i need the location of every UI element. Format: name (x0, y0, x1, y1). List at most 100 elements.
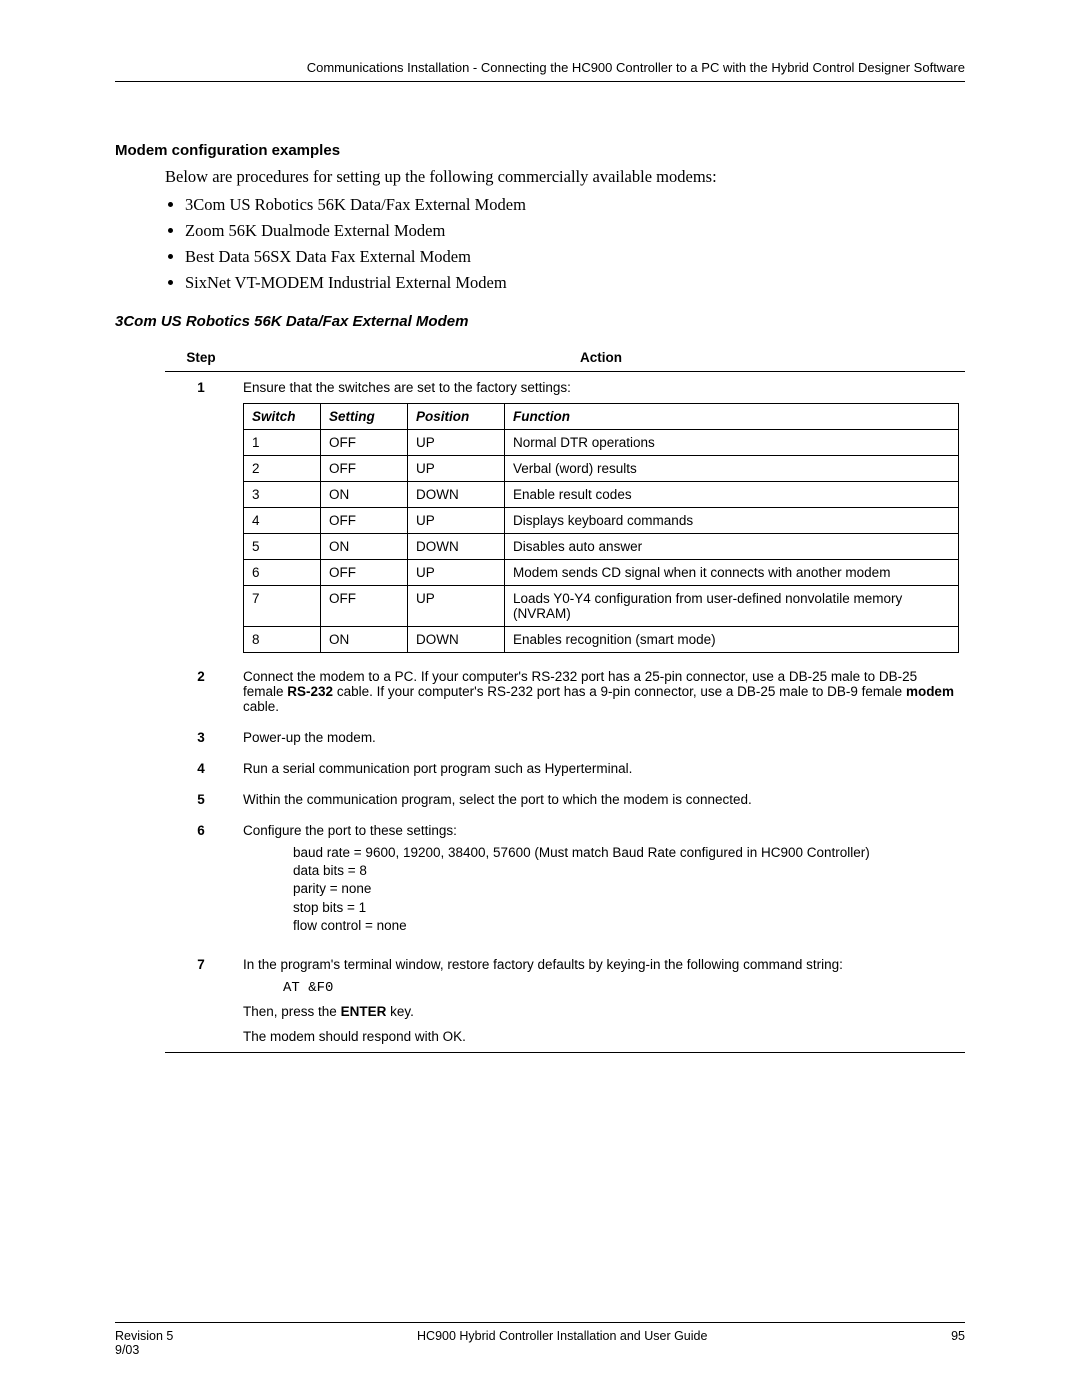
switch-cell: Enables recognition (smart mode) (505, 627, 959, 653)
step-text: In the program's terminal window, restor… (243, 957, 959, 972)
switch-cell: Modem sends CD signal when it connects w… (505, 560, 959, 586)
switch-row: 4OFFUPDisplays keyboard commands (244, 508, 959, 534)
date-text: 9/03 (115, 1343, 173, 1357)
col-step: Step (165, 344, 237, 372)
switch-cell: ON (321, 534, 408, 560)
list-item: Best Data 56SX Data Fax External Modem (185, 247, 965, 267)
switch-row: 7OFFUPLoads Y0-Y4 configuration from use… (244, 586, 959, 627)
list-item: 3Com US Robotics 56K Data/Fax External M… (185, 195, 965, 215)
step-text: Then, press the ENTER key. (243, 1004, 959, 1019)
step-action: Within the communication program, select… (237, 784, 965, 815)
section-heading: Modem configuration examples (115, 142, 965, 159)
page-footer: Revision 5 9/03 HC900 Hybrid Controller … (115, 1322, 965, 1357)
switch-cell: Enable result codes (505, 482, 959, 508)
setting-line: flow control = none (293, 917, 959, 935)
text-bold: RS-232 (287, 684, 333, 699)
switch-col-position: Position (408, 404, 505, 430)
switch-cell: OFF (321, 430, 408, 456)
command-text: AT &F0 (283, 972, 959, 1004)
list-item: SixNet VT-MODEM Industrial External Mode… (185, 273, 965, 293)
switch-cell: Verbal (word) results (505, 456, 959, 482)
text-span: cable. If your computer's RS-232 port ha… (333, 684, 906, 699)
step-action: Configure the port to these settings: ba… (237, 815, 965, 949)
switch-cell: OFF (321, 508, 408, 534)
table-header-row: Step Action (165, 344, 965, 372)
switch-cell: DOWN (408, 534, 505, 560)
step-number: 1 (165, 372, 237, 662)
step-number: 5 (165, 784, 237, 815)
switch-row: 6OFFUPModem sends CD signal when it conn… (244, 560, 959, 586)
switch-cell: UP (408, 456, 505, 482)
switch-col-function: Function (505, 404, 959, 430)
switch-cell: 1 (244, 430, 321, 456)
switch-cell: Displays keyboard commands (505, 508, 959, 534)
switch-row: 2OFFUPVerbal (word) results (244, 456, 959, 482)
switch-cell: 7 (244, 586, 321, 627)
table-row: 6 Configure the port to these settings: … (165, 815, 965, 949)
switch-cell: Loads Y0-Y4 configuration from user-defi… (505, 586, 959, 627)
intro-text: Below are procedures for setting up the … (165, 167, 965, 187)
list-item: Zoom 56K Dualmode External Modem (185, 221, 965, 241)
col-action: Action (237, 344, 965, 372)
step-number: 4 (165, 753, 237, 784)
switch-col-setting: Setting (321, 404, 408, 430)
switch-cell: OFF (321, 586, 408, 627)
table-row: 1 Ensure that the switches are set to th… (165, 372, 965, 662)
switch-cell: UP (408, 560, 505, 586)
switch-cell: 4 (244, 508, 321, 534)
modem-list: 3Com US Robotics 56K Data/Fax External M… (165, 195, 965, 293)
step-number: 2 (165, 661, 237, 722)
page-header: Communications Installation - Connecting… (115, 60, 965, 82)
switch-row: 5ONDOWNDisables auto answer (244, 534, 959, 560)
text-span: Then, press the (243, 1004, 341, 1019)
setting-line: stop bits = 1 (293, 899, 959, 917)
footer-title: HC900 Hybrid Controller Installation and… (417, 1329, 707, 1357)
text-span: cable. (243, 699, 279, 714)
revision-text: Revision 5 (115, 1329, 173, 1343)
setting-line: parity = none (293, 880, 959, 898)
switch-cell: 8 (244, 627, 321, 653)
table-row: 4 Run a serial communication port progra… (165, 753, 965, 784)
step-action: Run a serial communication port program … (237, 753, 965, 784)
table-row: 3 Power-up the modem. (165, 722, 965, 753)
step-number: 6 (165, 815, 237, 949)
text-bold: ENTER (341, 1004, 387, 1019)
step-text: Ensure that the switches are set to the … (243, 380, 571, 395)
switch-cell: UP (408, 586, 505, 627)
step-action: In the program's terminal window, restor… (237, 949, 965, 1053)
sub-heading: 3Com US Robotics 56K Data/Fax External M… (115, 313, 965, 330)
setting-line: data bits = 8 (293, 862, 959, 880)
switch-cell: 5 (244, 534, 321, 560)
switch-cell: ON (321, 627, 408, 653)
switch-row: 8ONDOWNEnables recognition (smart mode) (244, 627, 959, 653)
step-text: Configure the port to these settings: (243, 823, 457, 838)
switch-cell: OFF (321, 456, 408, 482)
switch-table: Switch Setting Position Function 1OFFUPN… (243, 403, 959, 653)
switch-cell: OFF (321, 560, 408, 586)
step-number: 3 (165, 722, 237, 753)
step-number: 7 (165, 949, 237, 1053)
step-action: Connect the modem to a PC. If your compu… (237, 661, 965, 722)
switch-cell: ON (321, 482, 408, 508)
page-number: 95 (951, 1329, 965, 1357)
document-page: Communications Installation - Connecting… (0, 0, 1080, 1397)
switch-row: 1OFFUPNormal DTR operations (244, 430, 959, 456)
setting-line: baud rate = 9600, 19200, 38400, 57600 (M… (293, 844, 959, 862)
step-action: Ensure that the switches are set to the … (237, 372, 965, 662)
switch-cell: Normal DTR operations (505, 430, 959, 456)
table-row: 2 Connect the modem to a PC. If your com… (165, 661, 965, 722)
switch-row: 3ONDOWNEnable result codes (244, 482, 959, 508)
table-row: 5 Within the communication program, sele… (165, 784, 965, 815)
step-action: Power-up the modem. (237, 722, 965, 753)
switch-cell: DOWN (408, 627, 505, 653)
switch-cell: 2 (244, 456, 321, 482)
footer-left: Revision 5 9/03 (115, 1329, 173, 1357)
text-span: key. (386, 1004, 414, 1019)
switch-cell: UP (408, 508, 505, 534)
steps-table: Step Action 1 Ensure that the switches a… (165, 344, 965, 1053)
switch-cell: 6 (244, 560, 321, 586)
switch-header-row: Switch Setting Position Function (244, 404, 959, 430)
switch-cell: 3 (244, 482, 321, 508)
settings-block: baud rate = 9600, 19200, 38400, 57600 (M… (293, 838, 959, 941)
table-row: 7 In the program's terminal window, rest… (165, 949, 965, 1053)
